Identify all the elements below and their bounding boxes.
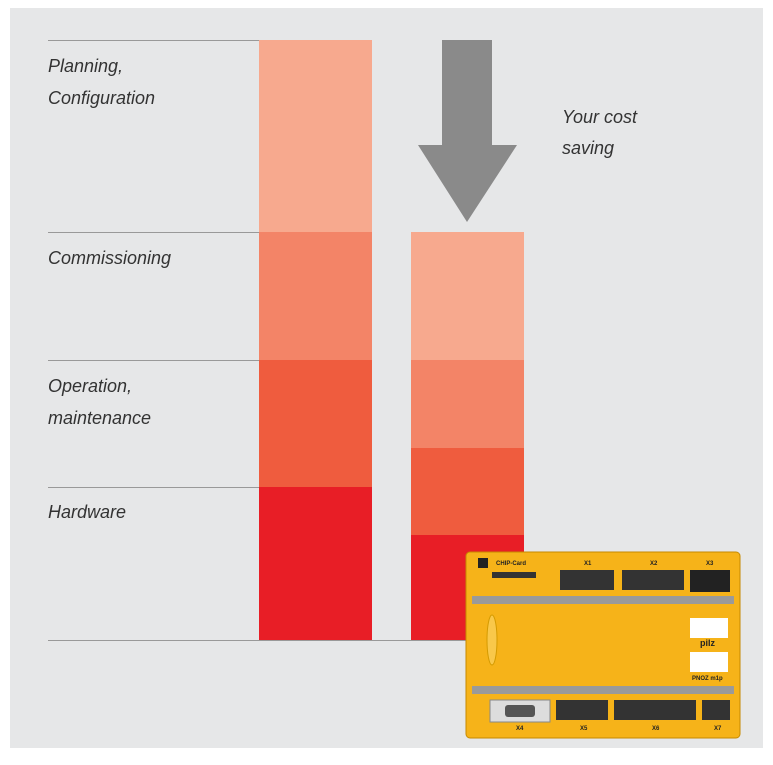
device-text: X6	[652, 726, 660, 732]
terminal	[560, 570, 614, 590]
label: Hardware	[48, 502, 126, 522]
device-text: PNOZ m1p	[692, 676, 723, 682]
terminal	[556, 700, 608, 720]
arrow	[418, 40, 517, 222]
label: saving	[562, 138, 614, 158]
led	[478, 558, 488, 568]
terminal	[614, 700, 696, 720]
device-brand: pilz	[700, 638, 715, 648]
card-slot	[492, 572, 536, 578]
terminal	[622, 570, 684, 590]
label: Commissioning	[48, 248, 171, 268]
clip	[486, 614, 498, 666]
device-text: X4	[516, 726, 524, 732]
segment	[411, 232, 524, 360]
segment	[259, 360, 372, 487]
segment	[411, 448, 524, 535]
label: maintenance	[48, 408, 151, 428]
rail	[472, 596, 734, 604]
segment	[259, 232, 372, 360]
device-text: X3	[706, 561, 714, 567]
panel	[690, 652, 728, 672]
terminal	[702, 700, 730, 720]
device-text: CHIP-Card	[496, 561, 526, 567]
device: CHIP-Card X1 X2 X3 X4 X5 X6 X7 pilz PNOZ…	[465, 551, 741, 739]
label: Configuration	[48, 88, 155, 108]
label: Planning,	[48, 56, 123, 76]
device-text: X5	[580, 726, 588, 732]
left-column	[259, 40, 372, 640]
label: Operation,	[48, 376, 132, 396]
segment	[259, 487, 372, 640]
rail	[472, 686, 734, 694]
segment	[411, 360, 524, 448]
segment	[259, 40, 372, 232]
label: Your cost	[562, 107, 638, 127]
panel	[690, 618, 728, 638]
db9-port	[505, 705, 535, 717]
device-text: X2	[650, 561, 658, 567]
terminal	[690, 570, 730, 592]
device-text: X7	[714, 726, 722, 732]
device-text: X1	[584, 561, 592, 567]
